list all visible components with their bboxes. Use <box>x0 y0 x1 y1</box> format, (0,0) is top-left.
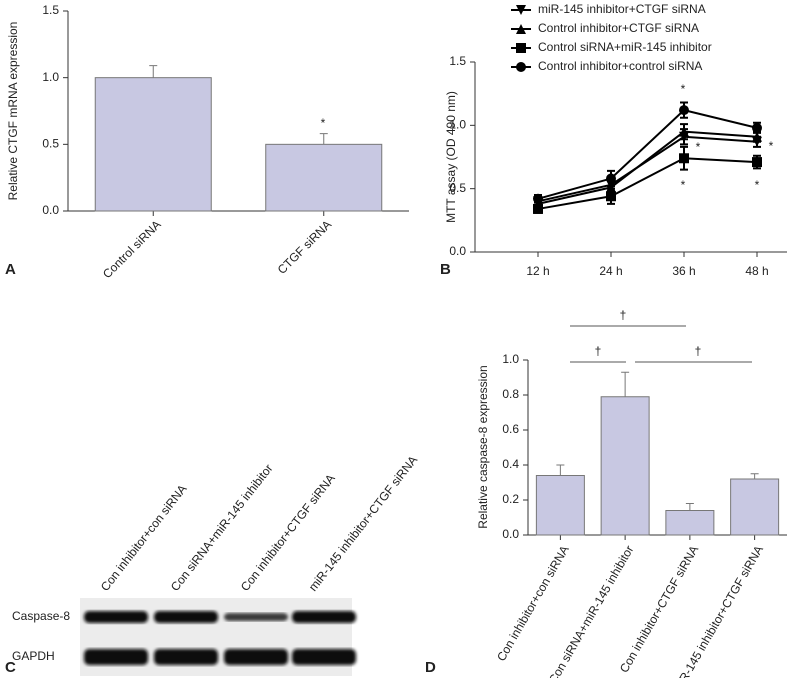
annotation: * <box>321 116 326 130</box>
annotation: † <box>695 344 702 358</box>
y-tick-label: 1.0 <box>449 118 466 132</box>
x-tick-label: 24 h <box>599 264 622 278</box>
series-line <box>537 109 758 200</box>
blot-band <box>292 649 356 665</box>
y-tick-label: 0.4 <box>502 457 519 471</box>
row-label: GAPDH <box>12 649 55 663</box>
marker <box>533 193 543 204</box>
bar <box>600 396 650 536</box>
blot-band <box>154 649 218 665</box>
legend-label: Control inhibitor+control siRNA <box>538 59 702 73</box>
series-line <box>537 157 758 210</box>
x-tick-label: 48 h <box>745 264 768 278</box>
y-tick-label: 0.0 <box>449 244 466 258</box>
annotation: * <box>681 82 686 96</box>
panel-letter: B <box>440 261 451 278</box>
legend-marker <box>516 43 526 53</box>
marker <box>679 126 689 137</box>
marker <box>606 173 616 184</box>
lane-label: miR-145 inhibitor+CTGF siRNA <box>306 453 420 594</box>
blot-band <box>84 611 148 623</box>
y-tick-label: 0.5 <box>42 137 59 151</box>
series-line <box>537 135 758 203</box>
y-tick-label: 1.5 <box>449 54 466 68</box>
panel-letter: A <box>5 261 16 278</box>
series-line <box>537 130 758 205</box>
y-tick-label: 0.0 <box>42 203 59 217</box>
error-bar <box>556 464 565 476</box>
bar <box>730 478 780 536</box>
panel-letter: D <box>425 659 436 676</box>
marker <box>752 122 762 133</box>
marker <box>679 105 689 116</box>
bar <box>94 77 212 212</box>
marker <box>752 157 762 168</box>
y-tick-label: 0.5 <box>449 181 466 195</box>
bar <box>535 475 585 536</box>
marker <box>606 182 616 193</box>
y-axis-label: MTT assay (OD 490 nm) <box>444 91 458 223</box>
y-axis-label: Relative caspase-8 expression <box>476 365 490 528</box>
x-tick-label: CTGF siRNA <box>275 217 334 276</box>
legend-marker <box>516 24 526 34</box>
x-tick-label: 12 h <box>526 264 549 278</box>
row-label: Caspase-8 <box>12 609 70 623</box>
annotation: * <box>681 178 686 192</box>
marker <box>533 203 543 214</box>
error-bar <box>685 503 694 511</box>
x-tick-label: Con inhibitor+con siRNA <box>494 543 572 664</box>
legend-marker <box>516 5 526 15</box>
x-tick-label: Control siRNA <box>100 217 164 281</box>
x-tick-label: 36 h <box>672 264 695 278</box>
y-tick-label: 0.2 <box>502 492 519 506</box>
y-tick-label: 0.8 <box>502 387 519 401</box>
y-tick-label: 1.0 <box>42 70 59 84</box>
bar <box>265 143 383 212</box>
annotation: † <box>620 308 627 322</box>
annotation: * <box>769 139 774 153</box>
blot-band <box>154 611 218 623</box>
error-bar <box>621 371 630 397</box>
blot-band <box>292 611 356 623</box>
marker <box>752 131 762 142</box>
legend-label: miR-145 inhibitor+CTGF siRNA <box>538 2 706 16</box>
annotation: † <box>595 344 602 358</box>
y-tick-label: 1.5 <box>42 3 59 17</box>
legend-label: Control siRNA+miR-145 inhibitor <box>538 40 712 54</box>
error-bar <box>149 65 158 78</box>
error-bar <box>319 133 328 145</box>
marker <box>606 191 616 202</box>
y-axis-label: Relative CTGF mRNA expression <box>6 22 20 201</box>
bar <box>665 510 715 536</box>
error-bar <box>750 473 759 479</box>
y-tick-label: 0.0 <box>502 527 519 541</box>
y-tick-label: 1.0 <box>502 352 519 366</box>
legend-label: Control inhibitor+CTGF siRNA <box>538 21 699 35</box>
annotation: * <box>755 178 760 192</box>
marker <box>679 153 689 164</box>
blot-band <box>84 649 148 665</box>
panel-letter: C <box>5 659 16 676</box>
y-tick-label: 0.6 <box>502 422 519 436</box>
annotation: * <box>696 140 701 154</box>
blot-band <box>224 649 288 665</box>
legend-marker <box>516 62 526 72</box>
blot-band <box>224 613 288 621</box>
